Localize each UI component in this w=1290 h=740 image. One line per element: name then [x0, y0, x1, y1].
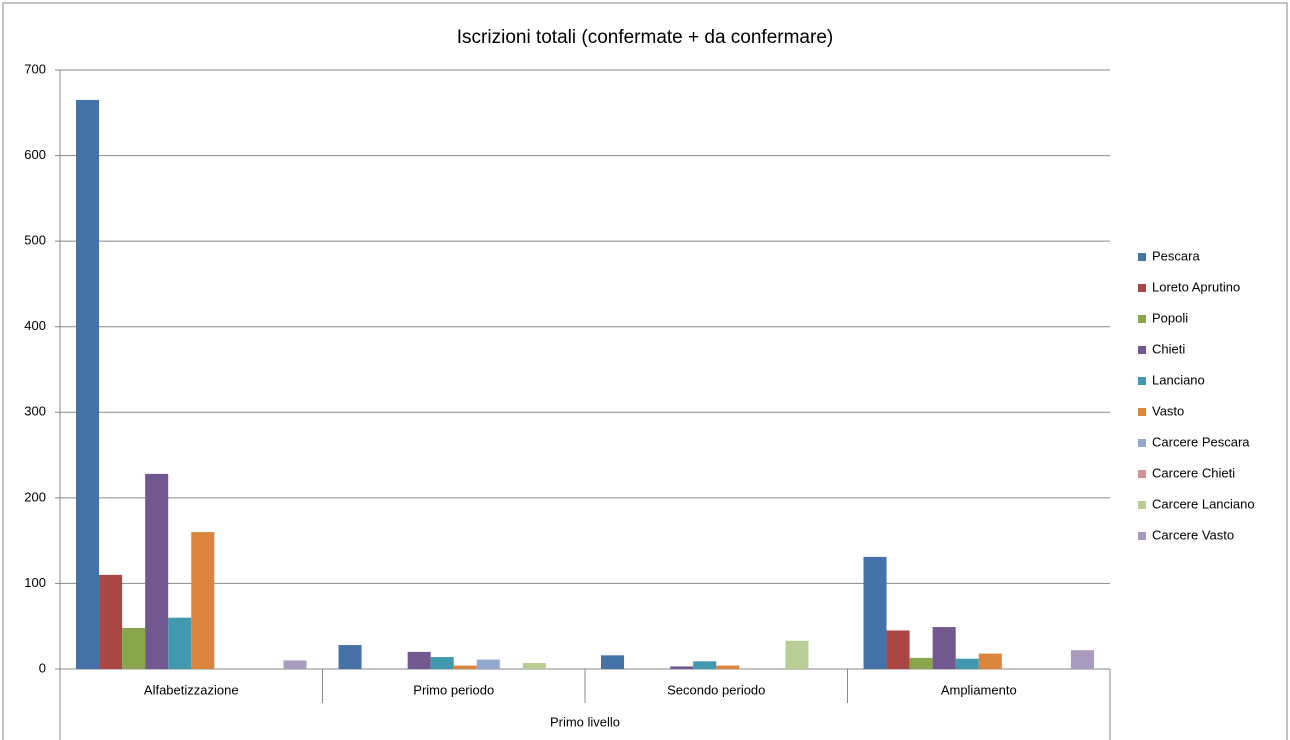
- bar: [693, 661, 717, 669]
- bar: [122, 627, 146, 669]
- bar: [978, 653, 1002, 669]
- legend-swatch: [1138, 284, 1146, 292]
- bar: [1070, 650, 1094, 669]
- bar: [168, 617, 192, 669]
- legend-label: Pescara: [1152, 248, 1200, 263]
- bar: [476, 659, 500, 669]
- bar: [716, 665, 740, 669]
- bar: [145, 473, 169, 669]
- legend-swatch: [1138, 346, 1146, 354]
- bar: [99, 574, 123, 669]
- bar: [863, 556, 887, 669]
- bar: [522, 663, 546, 669]
- y-tick-label: 0: [39, 660, 46, 675]
- x-tick-label: Secondo periodo: [667, 682, 765, 697]
- bar: [909, 657, 933, 669]
- x-tick-label: Ampliamento: [941, 682, 1017, 697]
- legend-swatch: [1138, 315, 1146, 323]
- legend-swatch: [1138, 408, 1146, 416]
- x-tick-label: Alfabetizzazione: [144, 682, 239, 697]
- legend-swatch: [1138, 532, 1146, 540]
- bar: [670, 666, 694, 669]
- bar: [338, 645, 362, 669]
- bar: [76, 99, 100, 669]
- legend-label: Carcere Vasto: [1152, 527, 1234, 542]
- bar: [886, 630, 910, 669]
- bar: [601, 655, 625, 669]
- legend-label: Chieti: [1152, 341, 1185, 356]
- bar: [191, 532, 215, 669]
- bar: [932, 627, 956, 669]
- legend-label: Carcere Chieti: [1152, 465, 1235, 480]
- legend-swatch: [1138, 377, 1146, 385]
- chart-title: Iscrizioni totali (confermate + da confe…: [457, 27, 833, 48]
- legend-label: Carcere Lanciano: [1152, 496, 1255, 511]
- x-group-label: Primo livello: [550, 714, 620, 729]
- y-tick-label: 700: [24, 61, 46, 76]
- legend-label: Popoli: [1152, 310, 1188, 325]
- bar: [785, 640, 809, 669]
- bar: [430, 657, 454, 669]
- legend-label: Loreto Aprutino: [1152, 279, 1240, 294]
- bar: [407, 651, 431, 669]
- legend-swatch: [1138, 439, 1146, 447]
- legend-swatch: [1138, 501, 1146, 509]
- legend-label: Carcere Pescara: [1152, 434, 1250, 449]
- legend-label: Vasto: [1152, 403, 1184, 418]
- y-tick-label: 600: [24, 147, 46, 162]
- legend-label: Lanciano: [1152, 372, 1205, 387]
- y-tick-label: 400: [24, 318, 46, 333]
- legend-swatch: [1138, 470, 1146, 478]
- bar: [283, 660, 307, 669]
- x-tick-label: Primo periodo: [413, 682, 494, 697]
- bar: [453, 665, 477, 669]
- y-tick-label: 500: [24, 233, 46, 248]
- y-tick-label: 300: [24, 404, 46, 419]
- legend-swatch: [1138, 253, 1146, 261]
- bar: [955, 658, 979, 669]
- y-tick-label: 100: [24, 575, 46, 590]
- y-tick-label: 200: [24, 489, 46, 504]
